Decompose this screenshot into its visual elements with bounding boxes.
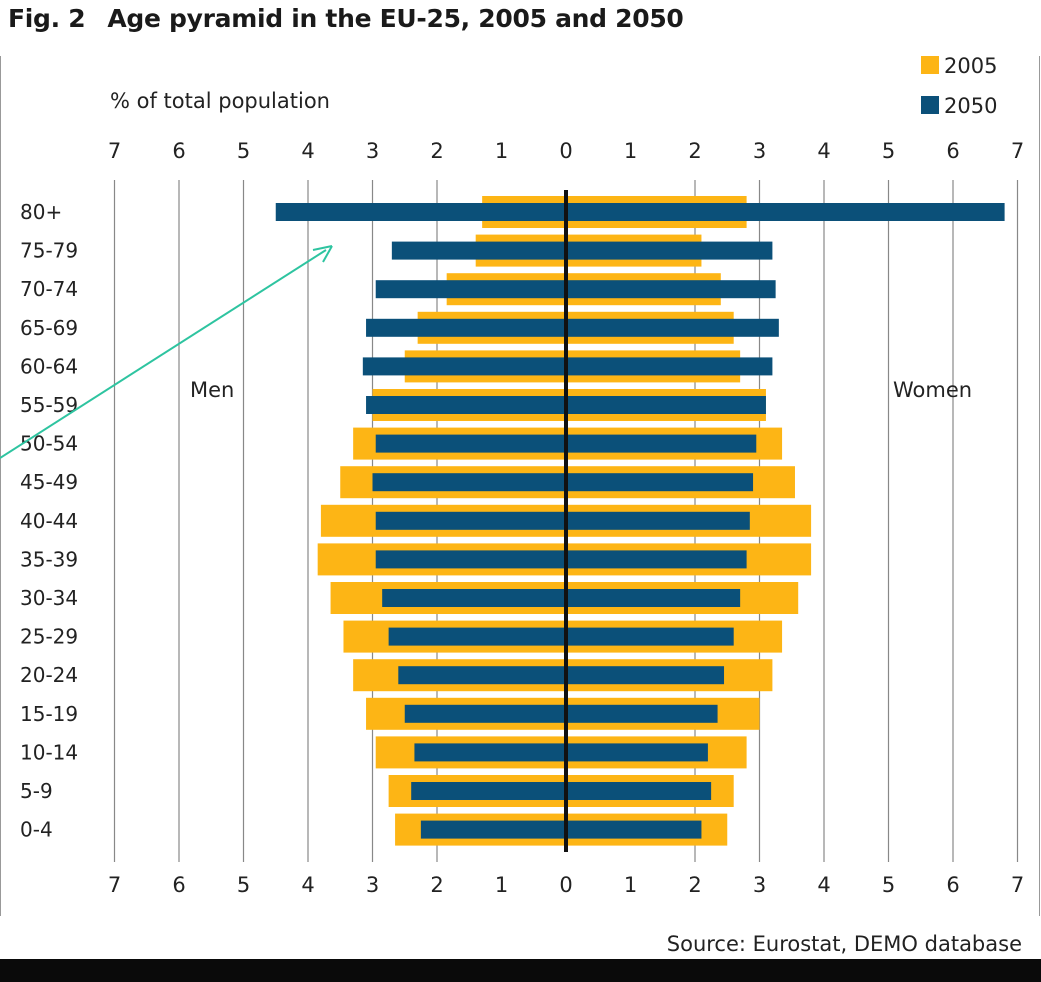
age-group-label: 65-69	[20, 316, 78, 340]
bar-2050-women	[566, 550, 747, 569]
age-group-label: 55-59	[20, 393, 78, 417]
bar-2050-women	[566, 203, 1005, 221]
bar-2050-women	[566, 704, 718, 723]
bar-2050-women	[566, 318, 779, 337]
bar-2050-women	[566, 241, 773, 260]
tick-label-bottom: 2	[430, 873, 443, 897]
bar-2050-men	[375, 511, 566, 530]
bar-2050-men	[375, 280, 566, 299]
age-group-label: 30-34	[20, 586, 78, 610]
chart-frame	[0, 56, 1040, 916]
tick-label-top: 6	[172, 139, 185, 163]
bar-2050-women	[566, 666, 725, 685]
bar-2050-men	[362, 357, 566, 376]
bar-2050-men	[275, 203, 566, 221]
annotation-arrowhead	[312, 245, 333, 263]
bar-2050-men	[420, 820, 566, 839]
bar-2050-men	[375, 434, 566, 453]
bar-2050-men	[391, 241, 566, 260]
figure-title: Fig. 2 Age pyramid in the EU-25, 2005 and…	[8, 4, 684, 33]
tick-label-top: 7	[1011, 139, 1024, 163]
tick-label-top: 4	[817, 139, 830, 163]
legend-swatch-2005	[921, 56, 939, 74]
bar-2050-women	[566, 627, 734, 646]
age-group-label: 0-4	[20, 818, 53, 842]
bar-2050-women	[566, 280, 776, 299]
annotation-arrow	[0, 249, 327, 459]
bar-2050-men	[411, 782, 566, 800]
age-group-label: 60-64	[20, 354, 78, 378]
age-group-label: 50-54	[20, 432, 78, 456]
bar-2050-men	[375, 550, 566, 569]
tick-label-bottom: 7	[108, 873, 121, 897]
legend-label-2050: 2050	[944, 94, 997, 118]
women-label: Women	[893, 378, 972, 402]
bar-2050-men	[366, 396, 566, 414]
tick-label-top: 0	[559, 139, 572, 163]
bar-2050-men	[398, 666, 566, 685]
bar-2050-men	[414, 743, 566, 762]
age-group-label: 10-14	[20, 740, 78, 764]
tick-label-top: 3	[753, 139, 766, 163]
bar-2050-men	[366, 318, 566, 337]
age-group-label: 80+	[20, 200, 62, 224]
bar-2050-women	[566, 434, 757, 453]
tick-label-top: 1	[495, 139, 508, 163]
tick-label-bottom: 3	[753, 873, 766, 897]
tick-label-bottom: 6	[946, 873, 959, 897]
unit-label: % of total population	[110, 89, 330, 113]
figure-number: Fig. 2	[8, 4, 86, 33]
bar-2050-women	[566, 473, 754, 492]
age-group-label: 40-44	[20, 509, 78, 533]
tick-label-bottom: 1	[624, 873, 637, 897]
men-label: Men	[190, 378, 234, 402]
age-group-label: 75-79	[20, 239, 78, 263]
tick-label-top: 7	[108, 139, 121, 163]
age-group-label: 15-19	[20, 702, 78, 726]
tick-label-bottom: 5	[882, 873, 895, 897]
labels: 7 7 6 6 5 5 4 4 3 3 2 2 1 1 0 0 1 1 2 2 3 3 4 4 5 5 6 6 7 7 80+ 75-79 70…	[0, 54, 1024, 956]
tick-label-top: 5	[882, 139, 895, 163]
tick-label-top: 1	[624, 139, 637, 163]
tick-label-bottom: 4	[301, 873, 314, 897]
source-label: Source: Eurostat, DEMO database	[667, 932, 1022, 956]
tick-label-top: 6	[946, 139, 959, 163]
bar-2050-men	[388, 627, 566, 646]
tick-label-bottom: 7	[1011, 873, 1024, 897]
bar-2050-women	[566, 743, 708, 762]
tick-label-top: 3	[366, 139, 379, 163]
age-group-label: 70-74	[20, 277, 78, 301]
tick-label-bottom: 2	[688, 873, 701, 897]
bar-2050-women	[566, 820, 702, 839]
bar-2050-women	[566, 396, 766, 414]
tick-label-bottom: 1	[495, 873, 508, 897]
tick-label-top: 4	[301, 139, 314, 163]
bar-2050-men	[382, 589, 566, 607]
bars	[275, 196, 1005, 846]
tick-label-top: 2	[430, 139, 443, 163]
bar-2050-women	[566, 782, 712, 800]
bar-2050-women	[566, 357, 773, 376]
figure-title-text: Age pyramid in the EU-25, 2005 and 2050	[107, 4, 684, 33]
bar-2050-women	[566, 511, 750, 530]
tick-label-bottom: 0	[559, 873, 572, 897]
tick-label-bottom: 6	[172, 873, 185, 897]
age-group-label: 25-29	[20, 625, 78, 649]
legend-swatch-2050	[921, 96, 939, 114]
age-group-label: 45-49	[20, 470, 78, 494]
legend-label-2005: 2005	[944, 54, 997, 78]
tick-label-bottom: 4	[817, 873, 830, 897]
bottom-bar	[0, 959, 1041, 982]
age-group-label: 35-39	[20, 547, 78, 571]
age-group-label: 20-24	[20, 663, 78, 687]
tick-label-top: 2	[688, 139, 701, 163]
bar-2050-women	[566, 589, 741, 607]
bar-2050-men	[372, 473, 566, 492]
tick-label-top: 5	[237, 139, 250, 163]
age-pyramid-chart: 7 7 6 6 5 5 4 4 3 3 2 2 1 1 0 0 1 1 2 2 3 3 4 4 5 5 6 6 7 7 80+ 75-79 70…	[0, 54, 1024, 956]
tick-label-bottom: 5	[237, 873, 250, 897]
age-group-label: 5-9	[20, 779, 53, 803]
tick-label-bottom: 3	[366, 873, 379, 897]
bar-2050-men	[404, 704, 566, 723]
